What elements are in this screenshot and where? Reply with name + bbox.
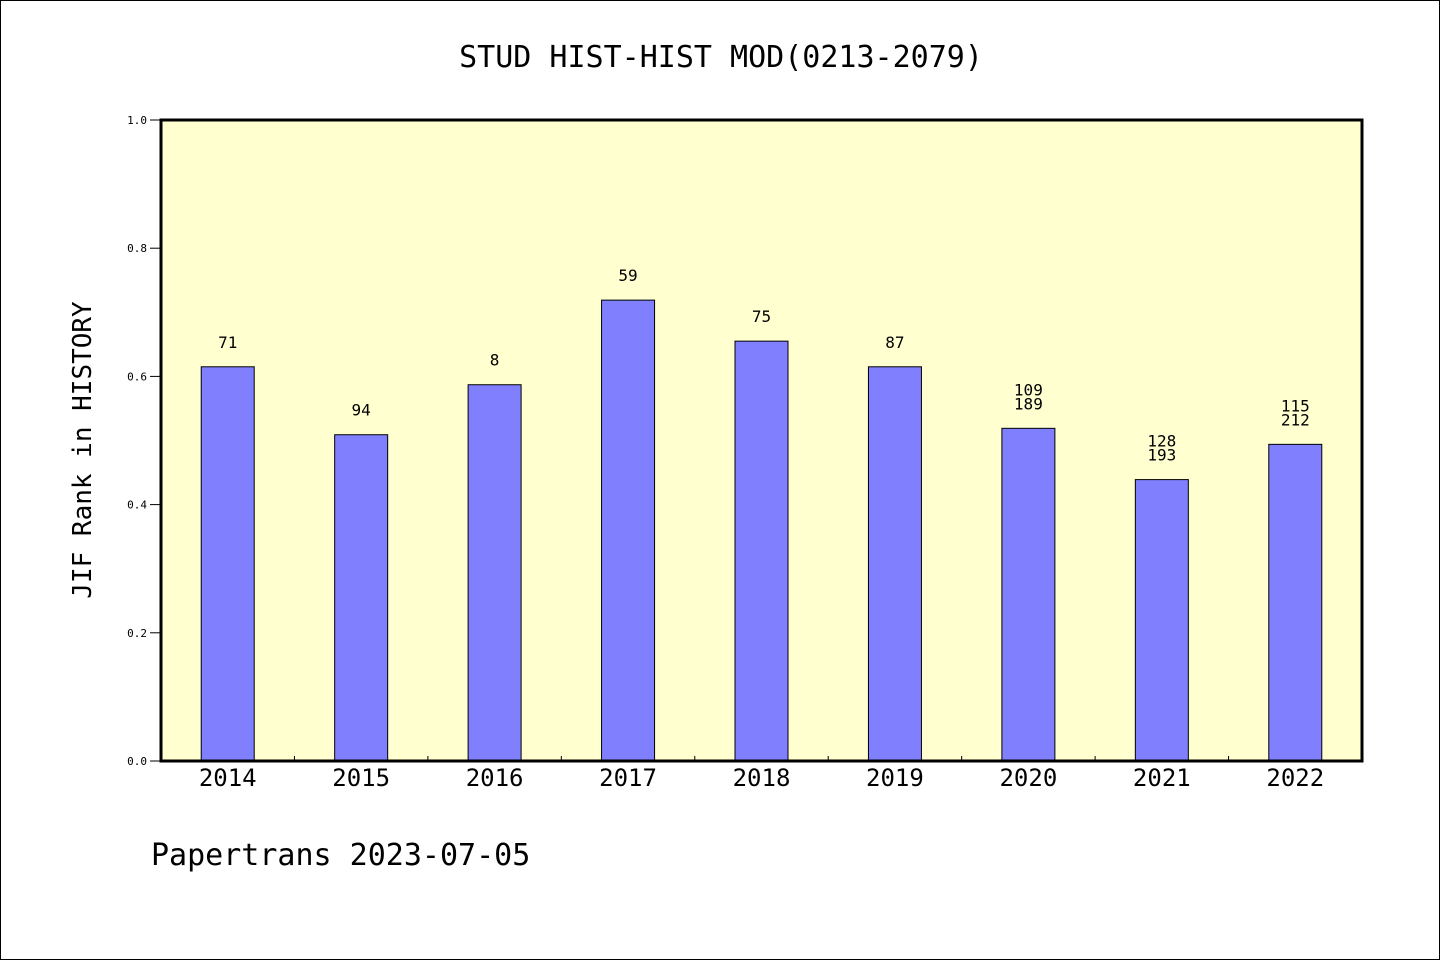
x-tick-label-2019: 2019 — [866, 764, 924, 792]
rank-label-2015-0: 94 — [352, 401, 371, 420]
bar-2021 — [1134, 479, 1189, 762]
x-tick-label-2017: 2017 — [599, 764, 657, 792]
chart-title: STUD HIST-HIST MOD(0213-2079) — [459, 40, 983, 75]
x-tick-label-2021: 2021 — [1133, 764, 1191, 792]
y-tick-label-0.4: 0.4 — [127, 499, 147, 512]
x-tick-label-2016: 2016 — [466, 764, 524, 792]
x-tick-label-2022: 2022 — [1266, 764, 1324, 792]
rank-label-2021-1: 193 — [1147, 446, 1176, 465]
bar-2018 — [734, 340, 789, 762]
rank-label-2018-0: 75 — [752, 307, 771, 326]
x-tick-label-2014: 2014 — [199, 764, 257, 792]
y-tick-label-0.2: 0.2 — [127, 627, 147, 640]
bar-2017 — [601, 299, 656, 762]
rank-label-2022-0: 115 — [1281, 396, 1310, 415]
bar-2022 — [1268, 443, 1323, 762]
y-axis-label: JIF Rank in HISTORY — [68, 301, 98, 599]
bar-2015 — [334, 434, 389, 762]
y-tick-label-1.0: 1.0 — [127, 114, 147, 127]
bar-2016 — [467, 384, 522, 762]
rank-label-2016-0: 8 — [490, 351, 500, 370]
x-axis: 2014 2015 2016 2017 2018 2019 2020 2021 2022 — [199, 756, 1324, 792]
y-tick-label-0.0: 0.0 — [127, 755, 147, 768]
rank-label-2021-0: 128 — [1147, 432, 1176, 451]
y-tick-label-0.8: 0.8 — [127, 242, 147, 255]
bar-2020 — [1001, 427, 1056, 762]
bars-group — [200, 299, 1323, 762]
rank-label-2019-0: 87 — [885, 333, 904, 352]
plot-border — [159, 118, 1364, 763]
rank-label-2017-0: 59 — [618, 266, 637, 285]
y-axis: 0.0 0.2 0.4 0.6 0.8 1.0 — [127, 114, 161, 768]
rank-label-2020-0: 109 — [1014, 380, 1043, 399]
x-tick-label-2020: 2020 — [999, 764, 1057, 792]
rank-label-2020-1: 189 — [1014, 394, 1043, 413]
y-tick-label-0.6: 0.6 — [127, 370, 147, 383]
footer-label: Papertrans 2023-07-05 — [151, 838, 530, 873]
x-tick-label-2018: 2018 — [733, 764, 791, 792]
bar-2019 — [867, 366, 922, 762]
rank-label-2022-1: 212 — [1281, 410, 1310, 429]
rank-label-2014-0: 71 — [218, 333, 237, 352]
x-tick-label-2015: 2015 — [332, 764, 390, 792]
bar-2014 — [200, 366, 255, 762]
